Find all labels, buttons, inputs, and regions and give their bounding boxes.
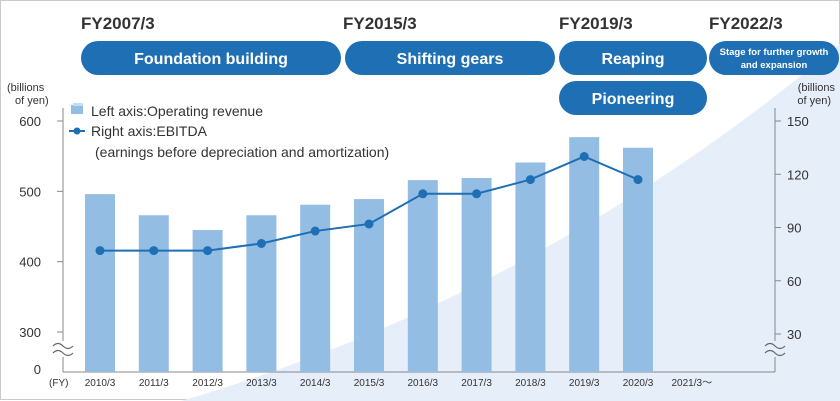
point-ebitda bbox=[310, 226, 320, 236]
phase-pill-pioneering: Pioneering bbox=[559, 81, 707, 115]
bar-operating-revenue bbox=[246, 215, 277, 372]
x-axis-category-label: 2017/3 bbox=[461, 378, 492, 389]
left-axis-unit-line2: of yen) bbox=[15, 95, 49, 107]
point-ebitda bbox=[149, 246, 159, 256]
legend-line-icon bbox=[69, 127, 85, 135]
x-axis-category-label: 2012/3 bbox=[192, 378, 223, 389]
x-axis-category-label: 2019/3 bbox=[569, 378, 600, 389]
point-ebitda bbox=[418, 189, 428, 199]
right-axis-unit-line1: (billions bbox=[798, 82, 836, 94]
point-ebitda bbox=[633, 175, 643, 185]
era-title-2022: FY2022/3 bbox=[709, 14, 783, 33]
x-axis-category-label: 2018/3 bbox=[515, 378, 546, 389]
phase-pill-foundation: Foundation building bbox=[81, 41, 341, 75]
phase-pill-shifting: Shifting gears bbox=[345, 41, 555, 75]
point-ebitda bbox=[203, 246, 213, 256]
phase-label-growth-line2: and expansion bbox=[741, 60, 808, 71]
right-axis-tick-label: 90 bbox=[787, 221, 801, 236]
phase-label-shifting: Shifting gears bbox=[397, 51, 504, 68]
point-ebitda bbox=[256, 238, 266, 248]
x-axis-category-label: 2021/3～ bbox=[672, 378, 713, 389]
left-axis-break-icon bbox=[52, 342, 74, 357]
phase-label-pioneering: Pioneering bbox=[592, 91, 675, 108]
point-ebitda bbox=[364, 219, 374, 229]
left-axis-zero-label: 0 bbox=[34, 362, 41, 377]
left-axis-tick-label: 600 bbox=[19, 114, 41, 129]
growth-swoosh bbox=[181, 43, 840, 401]
legend-label-revenue: Left axis:Operating revenue bbox=[91, 103, 263, 119]
x-axis-category-label: 2011/3 bbox=[139, 378, 169, 389]
era-title-2019: FY2019/3 bbox=[559, 14, 633, 33]
bar-operating-revenue bbox=[515, 162, 546, 372]
left-axis-tick-label: 400 bbox=[19, 255, 41, 270]
left-axis-tick-label: 500 bbox=[19, 184, 41, 199]
x-axis-category-label: 2013/3 bbox=[246, 378, 277, 389]
phase-label-growth-line1: Stage for further growth bbox=[720, 47, 829, 58]
point-ebitda bbox=[472, 189, 482, 199]
left-axis-unit-line1: (billions bbox=[7, 82, 45, 94]
bar-operating-revenue bbox=[138, 215, 169, 372]
bar-operating-revenue bbox=[623, 147, 653, 372]
phase-label-reaping: Reaping bbox=[601, 51, 664, 68]
era-title-2007: FY2007/3 bbox=[81, 14, 155, 33]
right-axis-tick-label: 60 bbox=[787, 274, 801, 289]
legend-label-ebitda: Right axis:EBITDA bbox=[91, 123, 208, 139]
x-axis-category-label: 2010/3 bbox=[85, 378, 116, 389]
right-axis-unit-line2: of yen) bbox=[797, 95, 831, 107]
era-title-2015: FY2015/3 bbox=[343, 14, 417, 33]
bar-operating-revenue bbox=[85, 194, 115, 372]
bar-operating-revenue bbox=[461, 177, 492, 372]
right-axis-tick-label: 30 bbox=[787, 327, 801, 342]
point-ebitda bbox=[95, 246, 105, 256]
right-axis-tick-label: 120 bbox=[787, 167, 809, 182]
legend-bar-icon bbox=[71, 103, 83, 114]
x-axis-category-label: 2015/3 bbox=[354, 378, 385, 389]
x-axis-category-label: 2020/3 bbox=[623, 378, 654, 389]
phase-pill-reaping: Reaping bbox=[559, 41, 707, 75]
bar-operating-revenue bbox=[569, 137, 600, 372]
point-ebitda bbox=[525, 175, 535, 185]
phase-pill-growth: Stage for further growth and expansion bbox=[709, 41, 839, 75]
right-axis-break-icon bbox=[764, 342, 786, 357]
legend: Left axis:Operating revenue Right axis:E… bbox=[69, 103, 389, 160]
legend-note-ebitda: (earnings before depreciation and amorti… bbox=[95, 144, 389, 160]
phase-label-foundation: Foundation building bbox=[134, 51, 288, 68]
bar-operating-revenue bbox=[407, 180, 438, 372]
right-axis-tick-label: 150 bbox=[787, 114, 809, 129]
x-axis-unit-label: (FY) bbox=[49, 378, 68, 389]
x-axis-category-label: 2014/3 bbox=[300, 378, 331, 389]
point-ebitda bbox=[579, 152, 589, 161]
x-axis-category-label: 2016/3 bbox=[408, 378, 439, 389]
left-axis-tick-label: 300 bbox=[19, 325, 41, 340]
